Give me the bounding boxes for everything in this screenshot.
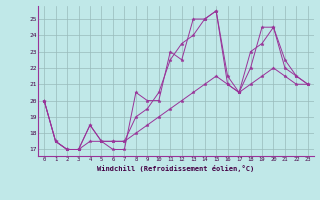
X-axis label: Windchill (Refroidissement éolien,°C): Windchill (Refroidissement éolien,°C)	[97, 165, 255, 172]
